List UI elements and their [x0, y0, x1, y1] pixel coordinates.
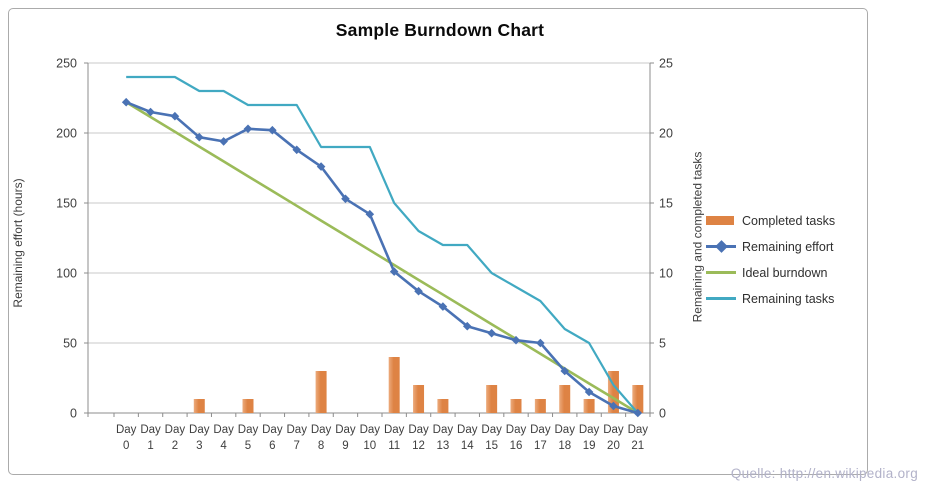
remaining-tasks-line [126, 75, 639, 414]
left-axis-tick-label: 250 [56, 57, 77, 71]
bar-completed-tasks-day-8 [315, 371, 327, 413]
remaining-effort-marker-day-11 [389, 267, 399, 276]
remaining-effort-marker-day-8 [316, 162, 326, 171]
x-axis-day-label: Day 14 [457, 424, 478, 452]
remaining-effort-marker-day-17 [536, 338, 545, 348]
bar-completed-tasks-day-17 [534, 399, 546, 413]
x-axis-day-label: Day 16 [506, 424, 527, 452]
x-axis-day-label: Day 20 [603, 424, 624, 452]
x-axis-day-label: Day 12 [408, 424, 429, 452]
legend-label: Remaining effort [742, 239, 834, 254]
x-axis-day-label: Day 9 [335, 424, 356, 452]
remaining-effort-marker-day-16 [511, 335, 521, 345]
legend-item-remaining-effort: Remaining effort [706, 238, 835, 255]
legend-swatch-icon [706, 238, 736, 255]
right-axis-tick-label: 10 [659, 267, 673, 281]
bar-completed-tasks-day-16 [510, 399, 522, 413]
x-axis-day-label: Day 10 [360, 424, 381, 452]
legend-item-ideal-burndown: Ideal burndown [706, 264, 835, 281]
remaining-effort-marker-day-9 [341, 194, 350, 204]
x-axis-day-label: Day 15 [481, 424, 502, 452]
legend-item-completed-tasks: Completed tasks [706, 212, 835, 229]
right-axis-tick-label: 20 [659, 127, 673, 141]
remaining-effort-marker-day-21 [633, 408, 643, 418]
remaining-effort-marker-day-0 [121, 97, 131, 107]
remaining-effort-marker-day-7 [292, 145, 302, 155]
diamond-marker-icon [715, 240, 728, 253]
x-axis-day-label: Day 7 [287, 424, 308, 452]
bar-completed-tasks-day-20 [607, 371, 619, 413]
legend-swatch-icon [706, 264, 736, 281]
x-axis-day-label: Day 2 [165, 424, 186, 452]
remaining-effort-marker-day-14 [462, 321, 472, 331]
right-axis-tick-label: 15 [659, 197, 673, 211]
remaining-effort-marker-day-19 [584, 387, 594, 397]
x-axis-day-label: Day 19 [579, 424, 600, 452]
x-axis-day-label: Day 21 [628, 424, 649, 452]
legend-label: Remaining tasks [742, 291, 835, 306]
legend-label: Completed tasks [742, 213, 836, 228]
left-axis-tick-label: 0 [70, 407, 77, 421]
bar-completed-tasks-day-3 [193, 399, 205, 413]
x-axis-day-label: Day 4 [213, 424, 234, 452]
legend: Completed tasks Remaining effort Ideal bur… [706, 212, 835, 307]
bar-completed-tasks-day-11 [388, 357, 400, 413]
ideal-burndown-line [125, 101, 639, 415]
x-axis-day-label: Day 13 [433, 424, 454, 452]
left-axis-tick-label: 150 [56, 197, 77, 211]
x-axis-day-label: Day 18 [555, 424, 576, 452]
line-swatch-icon [706, 297, 736, 300]
left-axis-tick-label: 50 [63, 337, 77, 351]
source-watermark: Quelle: http://en.wikipedia.org [730, 466, 918, 481]
right-axis-tick-label: 25 [659, 57, 673, 71]
bar-completed-tasks-day-19 [583, 399, 595, 413]
x-axis-day-label: Day 5 [238, 424, 259, 452]
x-axis-day-label: Day 1 [140, 424, 161, 452]
remaining-effort-marker-day-10 [365, 209, 375, 219]
chart-title: Sample Burndown Chart [335, 20, 545, 40]
remaining-effort-marker-day-1 [146, 107, 155, 117]
remaining-effort-marker-day-18 [560, 366, 570, 376]
remaining-effort-marker-day-20 [609, 401, 618, 411]
line-swatch-icon [706, 271, 736, 274]
remaining-effort-marker-day-12 [414, 286, 423, 296]
x-axis-day-label: Day 17 [530, 424, 551, 452]
left-axis-tick-label: 100 [56, 267, 77, 281]
bar-completed-tasks-day-5 [242, 399, 254, 413]
legend-swatch-icon [706, 290, 736, 307]
bar-swatch-icon [706, 216, 734, 225]
left-axis-tick-label: 200 [56, 127, 77, 141]
bar-completed-tasks-day-18 [559, 385, 571, 413]
remaining-effort-marker-day-13 [438, 302, 448, 311]
legend-label: Ideal burndown [742, 265, 828, 280]
legend-swatch-icon [706, 212, 736, 229]
bar-completed-tasks-day-15 [486, 385, 498, 413]
remaining-effort-marker-day-2 [170, 111, 180, 121]
x-axis-day-label: Day 11 [384, 424, 405, 452]
remaining-effort-marker-day-3 [194, 132, 204, 142]
right-axis-tick-label: 0 [659, 407, 666, 421]
bar-completed-tasks-day-21 [632, 385, 644, 413]
remaining-effort-line [125, 100, 639, 415]
x-axis-day-label: Day 8 [311, 424, 332, 452]
right-axis-tick-label: 5 [659, 337, 666, 351]
x-axis-day-label: Day 0 [116, 424, 137, 452]
remaining-effort-marker-day-15 [487, 328, 496, 338]
remaining-effort-marker-day-5 [243, 124, 253, 134]
remaining-effort-marker-day-4 [219, 137, 228, 146]
x-axis-day-label: Day 6 [262, 424, 283, 452]
legend-item-remaining-tasks: Remaining tasks [706, 290, 835, 307]
bar-completed-tasks-day-12 [413, 385, 425, 413]
x-axis-day-label: Day 3 [189, 424, 210, 452]
remaining-effort-marker-day-6 [268, 125, 277, 135]
bar-completed-tasks-day-13 [437, 399, 449, 413]
